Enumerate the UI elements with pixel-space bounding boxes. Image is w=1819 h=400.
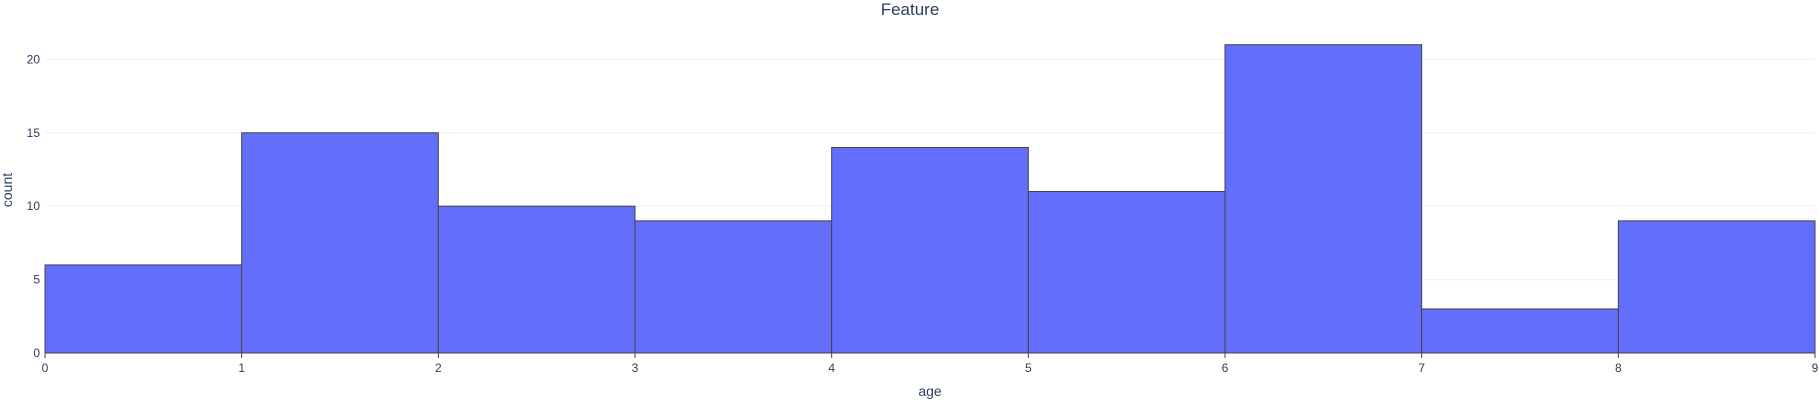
bars xyxy=(44,44,1816,354)
x-tick-label-8: 8 xyxy=(1615,361,1622,375)
bar-6 xyxy=(1224,44,1423,354)
bar-0 xyxy=(44,264,243,354)
x-tick-label-5: 5 xyxy=(1025,361,1032,375)
x-tick-label-6: 6 xyxy=(1222,361,1229,375)
bar-1 xyxy=(241,132,439,354)
x-tick-label-9: 9 xyxy=(1812,361,1819,375)
bar-3 xyxy=(634,220,833,354)
x-ticks: 0 1 2 3 4 5 6 7 8 9 xyxy=(42,353,1819,375)
bar-5 xyxy=(1027,191,1226,354)
x-tick-label-7: 7 xyxy=(1418,361,1425,375)
bar-7 xyxy=(1421,308,1619,354)
chart-title: Feature xyxy=(881,0,940,19)
x-axis-label: age xyxy=(918,383,942,399)
y-tick-label-2: 10 xyxy=(27,199,41,213)
bar-8 xyxy=(1617,220,1816,354)
x-tick-label-4: 4 xyxy=(828,361,835,375)
y-tick-label-3: 15 xyxy=(27,126,41,140)
y-axis-label: count xyxy=(0,173,15,207)
x-tick-label-1: 1 xyxy=(238,361,245,375)
bar-2 xyxy=(437,205,636,354)
x-tick-label-2: 2 xyxy=(435,361,442,375)
bar-4 xyxy=(831,146,1029,354)
y-ticks: 0 5 10 15 20 xyxy=(27,52,41,360)
x-tick-label-0: 0 xyxy=(42,361,49,375)
y-tick-label-4: 20 xyxy=(27,52,41,66)
y-tick-label-0: 0 xyxy=(33,346,40,360)
x-tick-label-3: 3 xyxy=(632,361,639,375)
y-tick-label-1: 5 xyxy=(33,273,40,287)
